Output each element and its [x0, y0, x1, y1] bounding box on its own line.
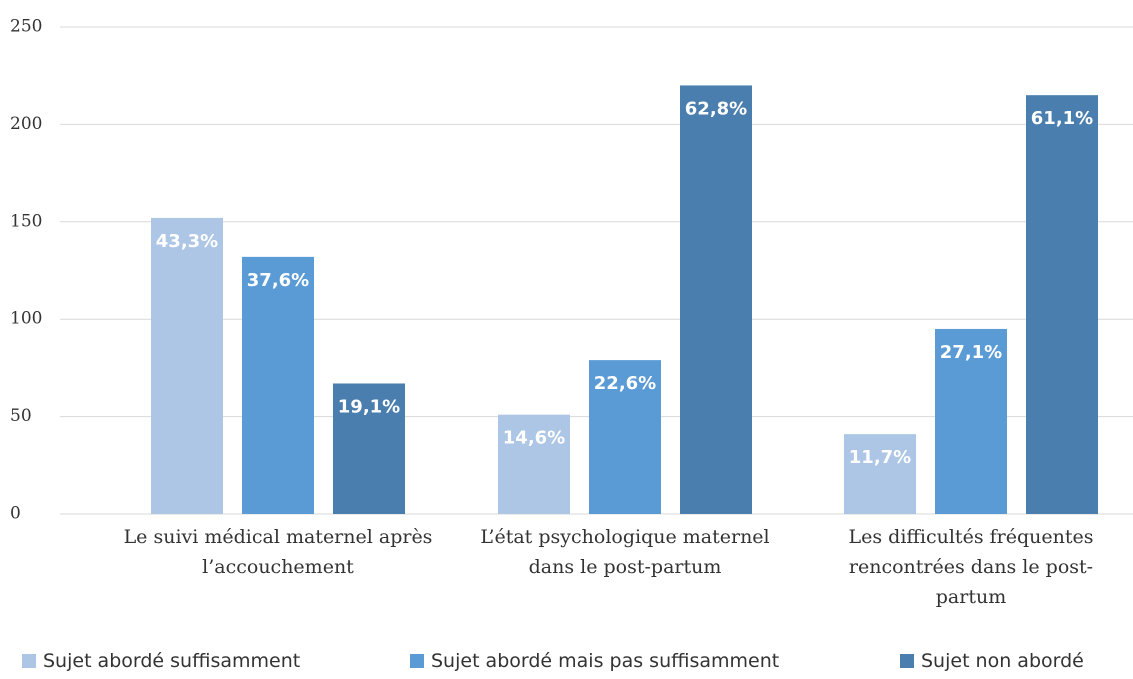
value-label: 19,1%	[338, 396, 400, 417]
value-label: 14,6%	[503, 428, 565, 449]
value-label: 62,8%	[685, 98, 747, 119]
y-tick-label: 100	[10, 309, 42, 329]
y-tick-label: 0	[10, 504, 21, 524]
value-label: 27,1%	[940, 342, 1002, 363]
bar	[1026, 95, 1098, 515]
value-label: 11,7%	[849, 447, 911, 468]
y-tick-label: 250	[10, 17, 42, 37]
bar	[844, 434, 916, 514]
y-tick-label: 50	[10, 406, 32, 426]
legend-swatch	[900, 654, 914, 668]
legend-item: Sujet abordé suffisamment	[22, 650, 300, 672]
bar	[151, 217, 223, 515]
value-label: 43,3%	[156, 231, 218, 252]
value-label: 37,6%	[247, 270, 309, 291]
bar	[333, 383, 405, 514]
value-label: 22,6%	[594, 373, 656, 394]
x-tick-label: L’état psychologique maternel dans le po…	[480, 526, 770, 578]
bar	[680, 85, 752, 514]
x-tick-label: Les difficultés fréquentes rencontrées d…	[848, 526, 1094, 608]
legend-swatch	[410, 654, 424, 668]
bar	[242, 256, 314, 514]
bar	[589, 360, 661, 514]
legend-label: Sujet non abordé	[921, 650, 1084, 672]
legend-item: Sujet abordé mais pas suffisamment	[410, 650, 779, 672]
legend-label: Sujet abordé mais pas suffisamment	[431, 650, 780, 672]
bar	[935, 328, 1007, 514]
x-tick-label: Le suivi médical maternel après l’accouc…	[123, 526, 433, 578]
y-tick-label: 150	[10, 211, 42, 231]
legend-label: Sujet abordé suffisamment	[43, 650, 301, 672]
legend-item: Sujet non abordé	[900, 650, 1084, 672]
value-label: 61,1%	[1031, 108, 1093, 129]
bar	[498, 414, 570, 514]
y-tick-label: 200	[10, 114, 42, 134]
legend-swatch	[22, 654, 36, 668]
